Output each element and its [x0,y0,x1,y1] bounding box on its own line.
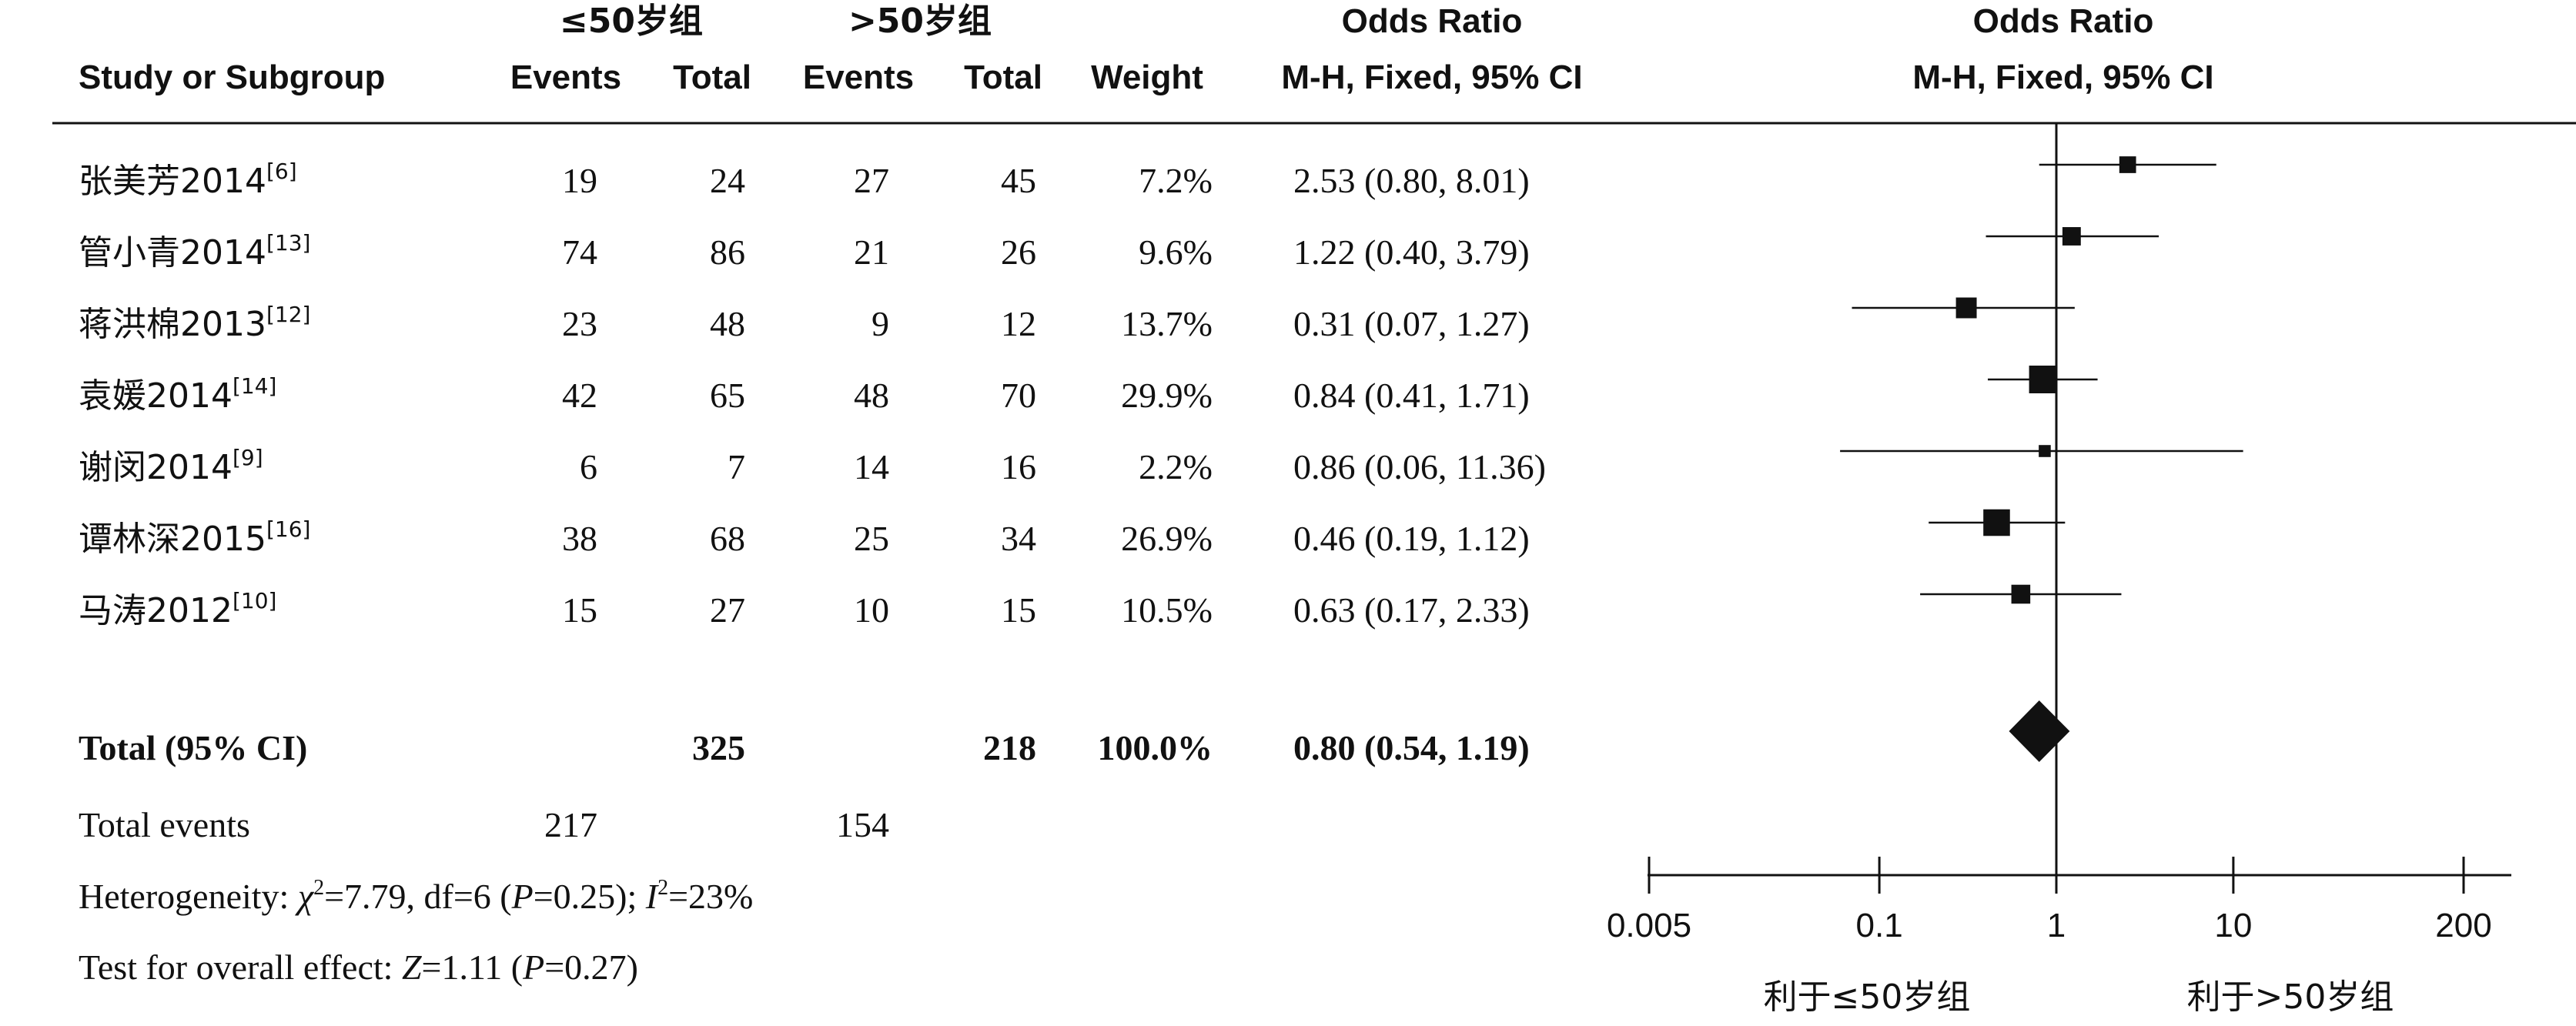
group2-events: 14 [854,447,889,486]
study-weight: 10.5% [1121,590,1213,630]
group1-total: 68 [710,519,745,558]
group1-events: 74 [562,232,597,272]
study-square [2062,227,2081,246]
group1-events: 15 [562,590,597,630]
x-tick-label: 200 [2435,907,2491,944]
study-ci: 0.31 (0.07, 1.27) [1293,304,1530,343]
group1-total: 24 [710,161,745,200]
total-label: Total (95% CI) [79,728,307,767]
x-tick-label: 1 [2047,907,2066,944]
study-weight: 9.6% [1139,232,1213,272]
plot-area: 0.005 0.1 1 10 200 [1607,123,2511,944]
study-weight: 2.2% [1139,447,1213,486]
group1-total-header: Total [673,58,751,96]
study-name: 张美芳2014[6] [79,159,297,201]
total-ci: 0.80 (0.54, 1.19) [1293,728,1530,767]
heterogeneity-text: Heterogeneity: χ2=7.79, df=6 (P=0.25); I… [79,876,753,916]
total-weight: 100.0% [1098,728,1213,767]
x-tick-label: 0.1 [1856,907,1903,944]
x-tick-label: 0.005 [1607,907,1691,944]
group2-events-header: Events [803,58,914,96]
or-title-header: Odds Ratio [1342,2,1523,40]
study-weight: 13.7% [1121,304,1213,343]
study-weight: 26.9% [1121,519,1213,558]
or-method-header: M-H, Fixed, 95% CI [1281,58,1582,96]
study-ci: 2.53 (0.80, 8.01) [1293,161,1530,200]
weight-header: Weight [1091,58,1203,96]
group2-total: 45 [1001,161,1036,200]
group2-total: 16 [1001,447,1036,486]
group1-events-header: Events [510,58,621,96]
study-name: 蒋洪棉2013[12] [79,302,310,344]
study-rows: 张美芳2014[6] 19 24 27 45 7.2% 2.53 (0.80, 8.01) 管… [79,159,1546,630]
group1-total: 27 [710,590,745,630]
group2-total: 70 [1001,376,1036,415]
study-square [2039,445,2051,457]
group1-header: ≤50岁组 [560,2,703,41]
total-events-label: Total events [79,805,250,844]
group1-total: 65 [710,376,745,415]
group2-events: 25 [854,519,889,558]
plot-method-header: M-H, Fixed, 95% CI [1912,58,2213,96]
overall-effect-text: Test for overall effect: Z=1.11 (P=0.27) [79,947,638,987]
study-ci: 1.22 (0.40, 3.79) [1293,232,1530,272]
group1-total: 48 [710,304,745,343]
favours-left-label: 利于≤50岁组 [1764,978,1971,1017]
group1-events: 6 [580,447,597,486]
study-ci: 0.63 (0.17, 2.33) [1293,590,1530,630]
group2-total: 26 [1001,232,1036,272]
group1-total: 86 [710,232,745,272]
group2-header: >50岁组 [848,2,992,41]
study-name: 谢闵2014[9] [79,445,263,487]
total-group1: 325 [692,728,745,767]
group2-events: 48 [854,376,889,415]
group1-events: 23 [562,304,597,343]
study-weight: 29.9% [1121,376,1213,415]
plot-title-header: Odds Ratio [1973,2,2154,40]
study-name: 谭林深2015[16] [79,516,310,559]
group2-events: 27 [854,161,889,200]
total-group2: 218 [983,728,1036,767]
group2-events: 21 [854,232,889,272]
pooled-diamond [2009,700,2070,762]
group2-events: 9 [871,304,889,343]
group2-total: 12 [1001,304,1036,343]
favours-right-label: 利于>50岁组 [2187,978,2394,1017]
study-ci: 0.86 (0.06, 11.36) [1293,447,1546,486]
study-square [2011,584,2031,604]
group2-total-header: Total [964,58,1042,96]
study-square [2029,366,2057,393]
total-events-group1: 217 [544,805,597,844]
study-name: 管小青2014[13] [79,230,310,272]
study-name: 马涛2012[10] [79,588,276,630]
study-ci: 0.84 (0.41, 1.71) [1293,376,1530,415]
study-ci: 0.46 (0.19, 1.12) [1293,519,1530,558]
total-events-group2: 154 [836,805,889,844]
group2-total: 34 [1001,519,1036,558]
study-column-header: Study or Subgroup [79,58,385,96]
study-weight: 7.2% [1139,161,1213,200]
study-square [2119,156,2136,173]
x-tick-label: 10 [2214,907,2252,944]
group1-events: 19 [562,161,597,200]
study-name: 袁媛2014[14] [79,373,276,416]
group2-total: 15 [1001,590,1036,630]
group1-total: 7 [728,447,745,486]
study-square [1983,509,2010,536]
group1-events: 42 [562,376,597,415]
group2-events: 10 [854,590,889,630]
study-square [1955,297,1977,319]
group1-events: 38 [562,519,597,558]
